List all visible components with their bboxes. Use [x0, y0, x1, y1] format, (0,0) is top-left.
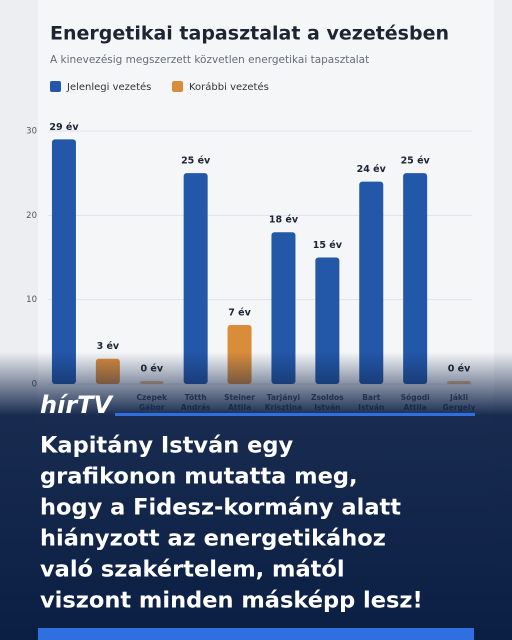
chart-title: Energetikai tapasztalat a vezetésben [50, 23, 449, 45]
y-tick-label: 30 [26, 127, 37, 137]
legend-swatch [172, 81, 183, 92]
value-label: 24 év [357, 164, 387, 175]
headline-line: hogy a Fidesz-kormány alatt [40, 495, 401, 521]
value-label: 15 év [313, 240, 343, 251]
headline-line: való szakértelem, mától [40, 557, 345, 583]
logo: hírTV [40, 391, 115, 419]
bottom-bar [38, 628, 474, 640]
value-label: 25 év [401, 156, 431, 167]
legend-label: Jelenlegi vezetés [66, 81, 151, 93]
bar [271, 232, 296, 384]
legend: Jelenlegi vezetés Korábbi vezetés [50, 81, 269, 93]
bar [359, 181, 384, 384]
headline-line: Kapitány István egy [40, 433, 293, 459]
value-label: 29 év [49, 122, 79, 133]
value-label: 18 év [269, 215, 299, 226]
headline: Kapitány István egy grafikonon mutatta me… [40, 433, 423, 614]
legend-label: Korábbi vezetés [189, 81, 269, 93]
bar [51, 139, 76, 384]
bar [183, 173, 208, 384]
y-tick-label: 10 [26, 295, 37, 305]
bar [403, 173, 428, 384]
y-tick-label: 20 [26, 211, 37, 221]
value-label: 3 év [97, 341, 120, 352]
headline-line: viszont minden másképp lesz! [40, 588, 423, 614]
headline-line: hiányzott az energetikához [40, 526, 386, 552]
headline-line: grafikonon mutatta meg, [40, 464, 358, 490]
value-label: 25 év [181, 156, 211, 167]
legend-swatch [50, 81, 61, 92]
value-label: 7 év [228, 307, 251, 318]
logo-rule [115, 413, 475, 416]
overlay [0, 352, 512, 640]
chart-subtitle: A kinevezésig megszerzett közvetlen ener… [50, 54, 369, 66]
